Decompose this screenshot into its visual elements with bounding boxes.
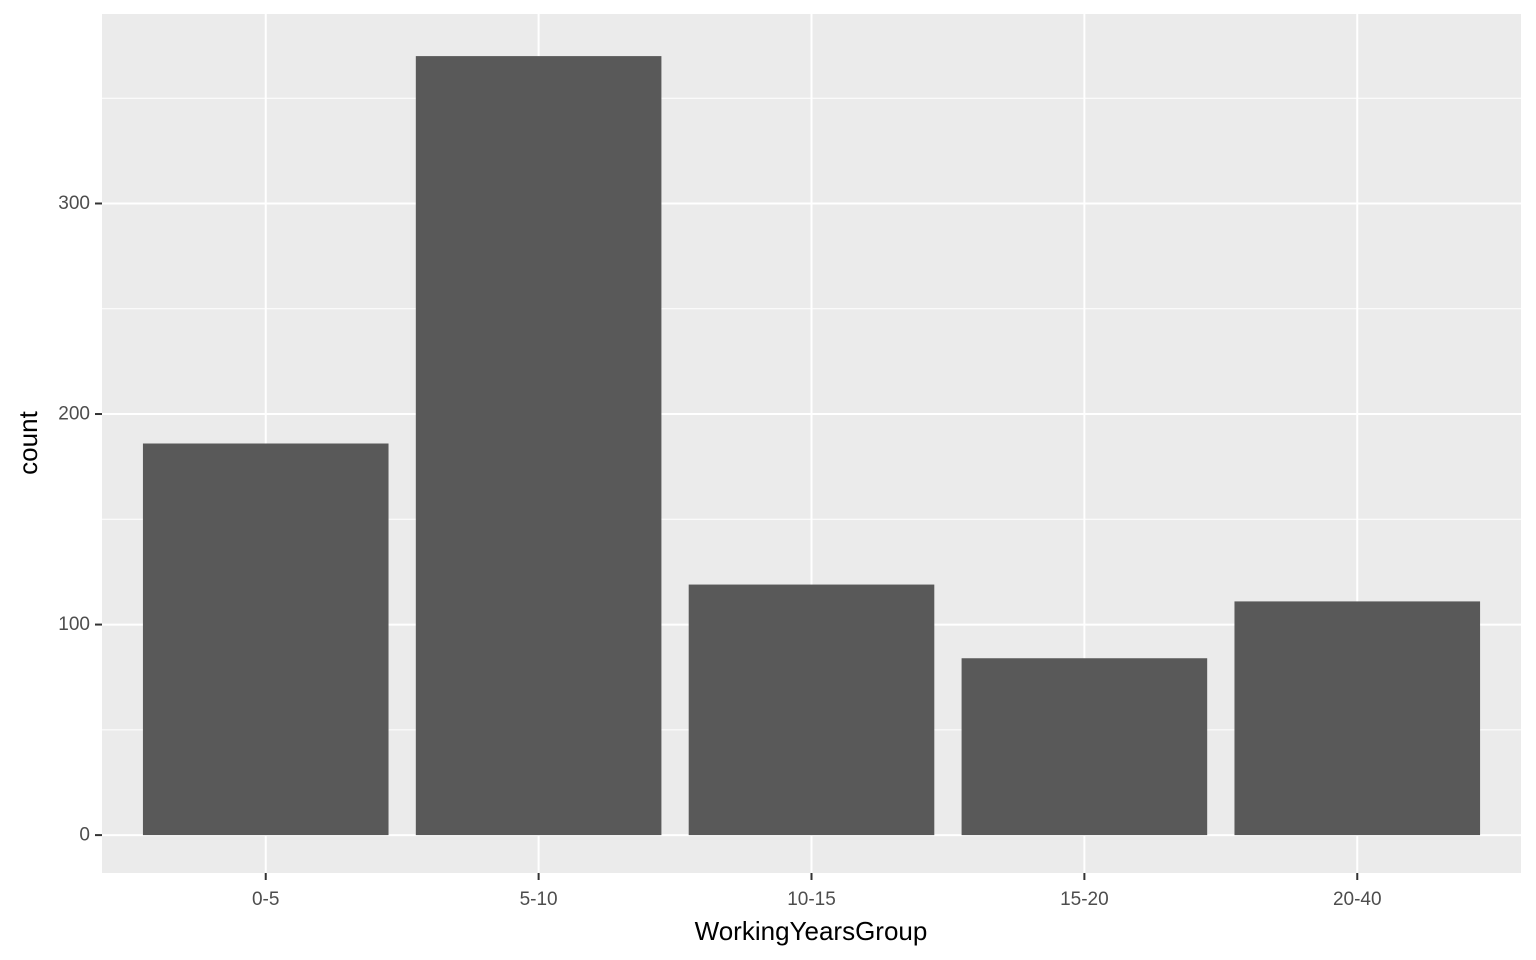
y-tick-label: 0 bbox=[79, 825, 90, 846]
y-tick-label: 300 bbox=[58, 193, 90, 214]
x-axis: 0-5 5-10 10-15 15-20 20-40 bbox=[252, 873, 1382, 910]
bars bbox=[142, 56, 1481, 836]
y-tick-label: 200 bbox=[58, 404, 90, 425]
x-tick-label: 0-5 bbox=[252, 889, 279, 910]
x-tick-label: 15-20 bbox=[1060, 889, 1109, 910]
bar bbox=[415, 56, 662, 836]
x-tick-label: 20-40 bbox=[1333, 889, 1382, 910]
x-tick-label: 10-15 bbox=[787, 889, 836, 910]
bar bbox=[1234, 601, 1481, 836]
bar bbox=[142, 443, 389, 836]
bar bbox=[688, 584, 935, 836]
x-tick-label: 5-10 bbox=[520, 889, 558, 910]
x-axis-title: WorkingYearsGroup bbox=[695, 916, 928, 946]
y-axis: 0 100 200 300 bbox=[58, 193, 102, 846]
y-axis-title: count bbox=[13, 410, 43, 474]
y-tick-label: 100 bbox=[58, 614, 90, 635]
bar bbox=[961, 658, 1208, 836]
